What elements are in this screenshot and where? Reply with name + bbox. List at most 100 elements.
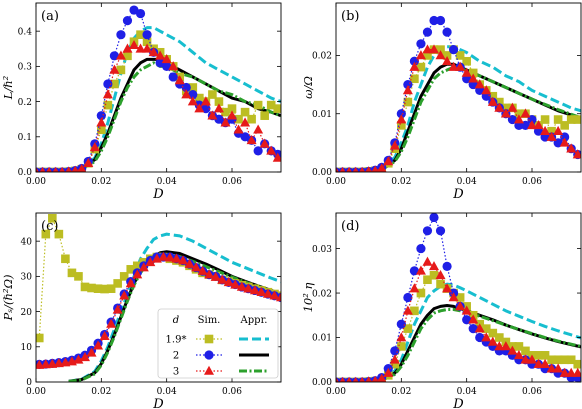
panel-b-point-sim3-14 xyxy=(422,44,433,54)
panel-c-point-sim3-10 xyxy=(99,330,110,341)
panel-b-point-sim3-3 xyxy=(352,166,359,172)
panel-a-point-sim3-13 xyxy=(115,50,126,60)
panel-c-point-sim3-11 xyxy=(106,318,117,328)
panel-b-plot-area xyxy=(336,15,581,172)
panel-d-point-sim3-31 xyxy=(533,358,544,369)
panel-d-point-sim19-23 xyxy=(481,324,491,333)
panel-a-xtick-label-3: 0.06 xyxy=(222,177,242,187)
panel-b-point-sim19-13 xyxy=(416,62,426,72)
panel-d-point-sim3-3 xyxy=(352,376,359,382)
panel-a-point-sim2-13 xyxy=(116,30,126,40)
legend-sim-marker-19 xyxy=(204,334,214,344)
legend-header-appr: Appr. xyxy=(240,315,268,326)
panel-b: 0.00 0.02 0.04 0.06 0.00 0.01 0.02 Dω/Ω (b) xyxy=(301,2,582,202)
panel-a-xtick-label-1: 0.02 xyxy=(91,177,111,187)
panel-b-point-sim3-33 xyxy=(546,131,557,141)
panel-a-point-sim3-11 xyxy=(102,89,113,99)
panel-c-xtick-label-1: 0.02 xyxy=(91,387,111,397)
panel-a-point-sim19-16 xyxy=(136,30,145,39)
panel-b-point-sim3-24 xyxy=(487,96,498,106)
panel-c-point-sim3-36 xyxy=(269,290,280,300)
panel-d-point-sim3-25 xyxy=(494,341,505,351)
panel-a-point-sim3-8 xyxy=(83,157,94,167)
panel-b-point-sim2-15 xyxy=(429,15,439,26)
panel-c-point-sim3-32 xyxy=(243,283,254,293)
panel-b-point-sim3-28 xyxy=(513,114,524,124)
panel-d-point-sim19-32 xyxy=(540,351,550,360)
panel-a-point-sim19-30 xyxy=(227,104,237,113)
panel-d-point-sim19-33 xyxy=(547,355,556,365)
panel-d-point-sim3-22 xyxy=(474,323,485,333)
panel-a-point-sim3-21 xyxy=(168,61,179,71)
panel-b-point-sim19-12 xyxy=(410,74,419,84)
panel-b-point-sim2-13 xyxy=(416,39,426,49)
panel-c-point-sim19-1 xyxy=(41,229,51,239)
panel-d-point-sim19-34 xyxy=(553,355,563,365)
panel-d-point-sim3-8 xyxy=(383,367,394,377)
panel-b-point-sim3-17 xyxy=(442,55,453,66)
panel-c-point-sim19-13 xyxy=(119,272,129,281)
panel-d-point-sim19-29 xyxy=(521,346,530,356)
panel-a-point-sim3-5 xyxy=(65,166,72,172)
panel-b-label: (b) xyxy=(341,9,359,24)
panel-a-point-sim19-11 xyxy=(103,100,113,110)
panel-a-appr-line-app2 xyxy=(68,57,281,172)
panel-a-point-sim3-1 xyxy=(39,166,46,172)
panel-c-point-sim3-16 xyxy=(138,262,149,272)
panel-b-point-sim19-26 xyxy=(501,103,511,113)
panel-c-point-sim19-12 xyxy=(113,279,122,288)
panel-b-point-sim3-36 xyxy=(566,143,577,153)
panel-b-point-sim3-2 xyxy=(346,166,352,172)
panel-a-point-sim3-22 xyxy=(174,75,185,85)
panel-a-point-sim19-37 xyxy=(273,104,281,113)
panel-c-ylabel: Pₛ/(ℏ²Ω) xyxy=(1,274,15,321)
panel-a-point-sim3-9 xyxy=(89,142,100,152)
panel-d-point-sim3-17 xyxy=(442,283,453,293)
panel-c-point-sim3-19 xyxy=(158,251,169,261)
panel-a-point-sim3-18 xyxy=(148,46,159,57)
panel-c: 0.00 0.02 0.04 0.06 0 10 20 30 40 D Pₛ/(ℏ²Ω) (c) d Si… xyxy=(1,212,282,409)
panel-a-appr-line-app19 xyxy=(68,26,281,172)
panel-c-point-sim3-20 xyxy=(164,252,175,262)
panel-c-label: (c) xyxy=(41,219,58,234)
panel-b-point-sim19-35 xyxy=(560,121,569,130)
panel-d-point-sim19-12 xyxy=(410,306,419,316)
panel-b-point-sim19-21 xyxy=(468,68,478,78)
panel-c-point-sim19-2 xyxy=(48,213,57,223)
panel-b-point-sim3-23 xyxy=(481,85,492,95)
legend-sim-marker-3 xyxy=(204,365,214,375)
panel-d-point-sim19-28 xyxy=(514,342,524,351)
panel-c-point-sim3-27 xyxy=(210,271,221,281)
panel-d-ylabel: 10² η xyxy=(301,282,315,312)
panel-d-point-sim3-23 xyxy=(481,332,492,342)
panel-d-point-sim2-22 xyxy=(475,332,485,343)
panel-b-xtick-label-1: 0.02 xyxy=(391,177,411,187)
panel-d-label: (d) xyxy=(341,219,359,234)
panel-b-point-sim2-18 xyxy=(449,45,459,55)
panel-a-point-sim3-17 xyxy=(142,43,153,53)
panel-c-point-sim19-6 xyxy=(74,272,83,281)
panel-a-point-sim19-29 xyxy=(221,107,230,117)
panel-a-point-sim3-19 xyxy=(155,50,166,60)
panel-a-point-sim19-35 xyxy=(260,111,269,120)
panel-a-point-sim19-33 xyxy=(247,114,256,124)
panel-b-ylabel: ω/Ω xyxy=(301,76,315,99)
panel-c-point-sim19-14 xyxy=(126,265,136,274)
panel-a-point-sim2-20 xyxy=(162,61,172,71)
panel-b-point-sim3-15 xyxy=(429,44,439,54)
panel-b-point-sim19-34 xyxy=(553,115,563,124)
panel-a-point-sim2-34 xyxy=(253,146,263,156)
panel-d-point-sim3-21 xyxy=(468,314,479,324)
panel-d-point-sim19-37 xyxy=(573,359,581,369)
panel-b-point-sim3-27 xyxy=(507,102,518,112)
panel-b-xtick-label-2: 0.04 xyxy=(457,177,477,187)
panel-b-point-sim19-11 xyxy=(403,97,413,107)
panel-d-point-sim19-19 xyxy=(455,293,465,302)
panel-d-point-sim3-18 xyxy=(448,292,459,302)
panel-b-point-sim19-10 xyxy=(397,121,406,130)
panel-d-point-sim2-12 xyxy=(409,266,419,276)
legend-label-3: 3 xyxy=(173,367,179,378)
panel-b-point-sim19-36 xyxy=(566,115,576,124)
panel-c-point-sim19-5 xyxy=(67,268,77,278)
